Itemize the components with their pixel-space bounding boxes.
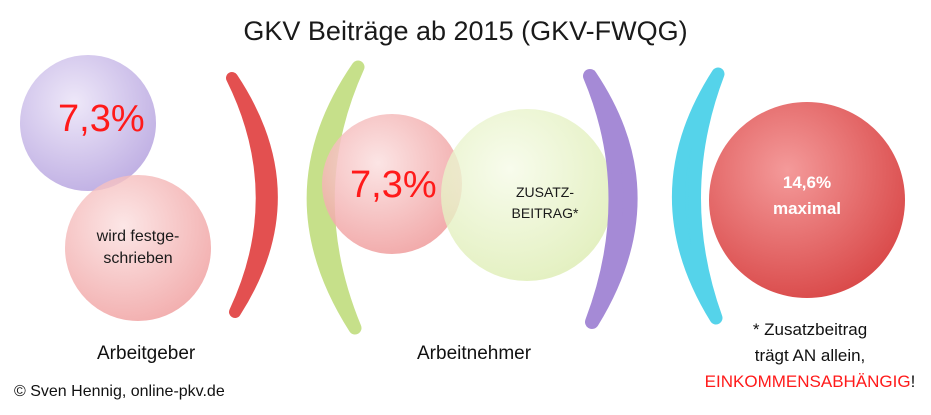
employee-rate-circle: [322, 114, 462, 254]
employer-fixed-line1: wird festge-: [96, 228, 180, 245]
employer-fixed-text: wird festge- schrieben: [88, 226, 188, 270]
total-line2: maximal: [772, 199, 842, 218]
footnote-line3: EINKOMMENSABHÄNGIG!: [700, 372, 920, 398]
extra-contribution-text: ZUSATZ- BEITRAG*: [490, 182, 600, 224]
total-circle: [709, 102, 905, 298]
diagram-title: GKV Beiträge ab 2015 (GKV-FWQG): [243, 16, 688, 46]
extra-contribution-line2: BEITRAG*: [511, 205, 579, 221]
extra-contribution-circle: [441, 109, 613, 281]
bracket-cyan: [672, 67, 725, 325]
extra-contribution-line1: ZUSATZ-: [515, 184, 575, 200]
footnote-suffix: !: [910, 372, 916, 391]
footnote-line1: * Zusatzbeitrag: [752, 320, 868, 339]
footnote: * Zusatzbeitrag trägt AN allein, EINKOMM…: [700, 320, 920, 398]
total-text: 14,6% maximal: [757, 170, 857, 222]
bracket-violet: [583, 69, 638, 329]
employer-fixed-line2: schrieben: [103, 250, 173, 267]
employer-rate-circle: [20, 55, 156, 191]
bracket-red: [226, 72, 278, 318]
footnote-highlight: EINKOMMENSABHÄNGIG: [704, 372, 911, 391]
employer-rate: 7,3%: [58, 98, 145, 140]
employee-label: Arbeitnehmer: [417, 343, 532, 364]
total-line1: 14,6%: [782, 173, 832, 192]
employer-label: Arbeitgeber: [97, 343, 196, 364]
employee-rate: 7,3%: [350, 164, 437, 206]
copyright: © Sven Hennig, online-pkv.de: [14, 383, 225, 400]
footnote-line2: trägt AN allein,: [754, 346, 866, 365]
employer-fixed-circle: [65, 175, 211, 321]
